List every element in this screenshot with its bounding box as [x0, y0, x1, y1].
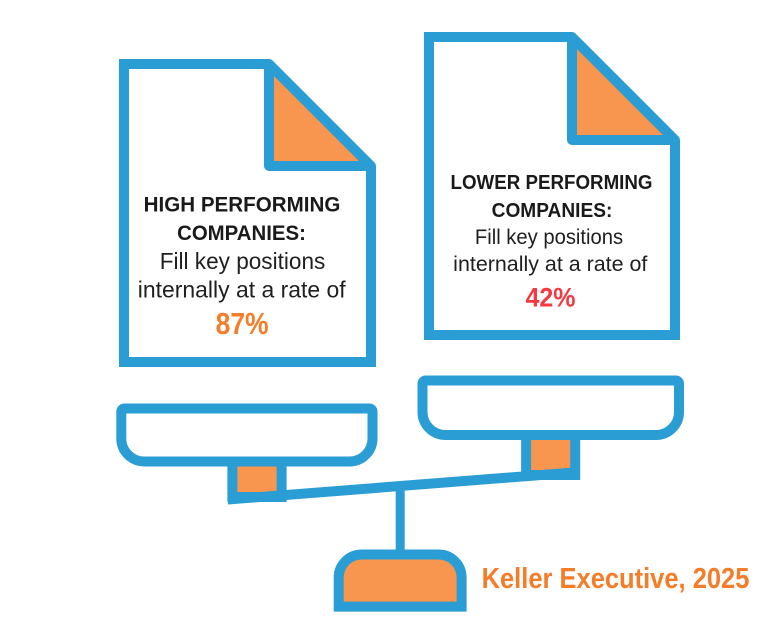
svg-text:COMPANIES:: COMPANIES:	[177, 222, 306, 245]
svg-text:Fill key positions: Fill key positions	[160, 248, 326, 274]
svg-text:COMPANIES:: COMPANIES:	[492, 200, 613, 222]
svg-text:Fill key positions: Fill key positions	[475, 226, 623, 249]
svg-text:internally at a rate of: internally at a rate of	[138, 277, 346, 303]
svg-text:42%: 42%	[526, 282, 576, 312]
svg-text:87%: 87%	[216, 306, 269, 341]
svg-text:HIGH PERFORMING: HIGH PERFORMING	[144, 194, 341, 217]
svg-text:internally at a rate of: internally at a rate of	[453, 253, 647, 276]
svg-text:LOWER PERFORMING: LOWER PERFORMING	[451, 172, 653, 194]
svg-text:Keller Executive, 2025: Keller Executive, 2025	[482, 563, 750, 595]
